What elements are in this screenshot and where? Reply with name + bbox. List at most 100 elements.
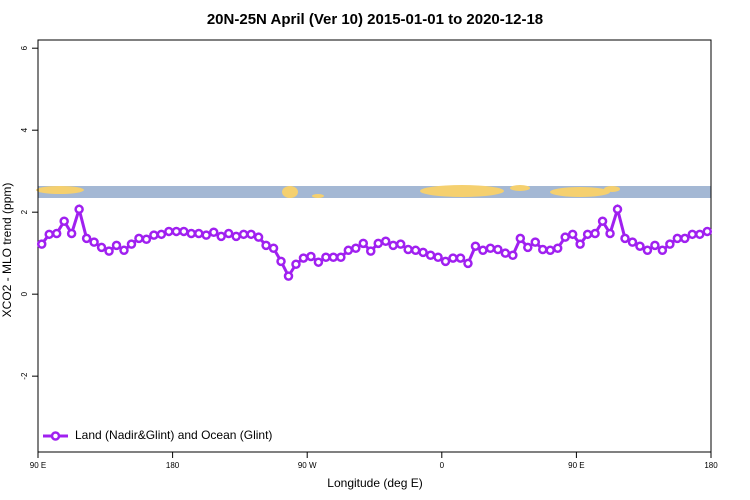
data-point <box>478 245 488 256</box>
data-point <box>156 229 167 240</box>
data-point <box>231 231 241 242</box>
data-point <box>253 232 264 242</box>
data-point <box>605 228 615 239</box>
data-point <box>597 216 608 226</box>
data-point <box>627 237 638 247</box>
legend-label: Land (Nadir&Glint) and Ocean (Glint) <box>75 428 272 442</box>
data-point <box>96 242 107 253</box>
data-point <box>687 229 698 240</box>
data-point <box>328 252 339 263</box>
data-point <box>418 247 428 258</box>
data-point <box>358 238 369 249</box>
data-point <box>448 253 458 263</box>
data-point <box>433 252 443 263</box>
data-point <box>283 271 294 281</box>
data-point <box>560 232 570 242</box>
data-point <box>313 257 324 267</box>
data-point <box>134 233 144 244</box>
data-point <box>208 227 219 238</box>
data-point <box>59 216 69 226</box>
x-tick-label: 180 <box>704 461 718 470</box>
data-point <box>51 228 62 239</box>
data-point <box>388 240 398 251</box>
data-point <box>366 246 376 256</box>
x-tick-label: 180 <box>166 461 180 470</box>
data-point <box>141 234 152 244</box>
data-point <box>485 243 496 254</box>
data-point <box>186 228 197 239</box>
data-point <box>403 244 413 255</box>
data-point <box>104 246 114 256</box>
data-point <box>650 240 660 251</box>
x-axis-label: Longitude (deg E) <box>327 476 422 490</box>
data-point <box>119 245 129 256</box>
data-point <box>81 233 92 244</box>
data-point <box>291 259 301 269</box>
data-point <box>149 230 159 240</box>
data-point <box>298 253 309 263</box>
data-point <box>89 237 99 247</box>
y-axis-label: XCO2 - MLO trend (ppm) <box>0 183 14 318</box>
data-point <box>343 245 354 256</box>
x-tick-label: 90 E <box>568 461 584 470</box>
y-tick-label: 6 <box>20 45 29 50</box>
data-point <box>216 231 226 242</box>
data-point <box>500 248 511 258</box>
data-point <box>530 237 541 247</box>
data-point <box>238 229 249 240</box>
data-point <box>582 229 593 240</box>
data-point <box>276 256 286 267</box>
y-tick-label: 2 <box>20 209 29 214</box>
data-point <box>642 245 653 256</box>
data-point <box>665 239 675 249</box>
y-tick-label: -2 <box>20 372 29 380</box>
data-point <box>695 229 705 240</box>
data-point <box>425 250 436 260</box>
data-point <box>545 245 555 256</box>
data-point <box>552 243 563 254</box>
data-point <box>171 226 182 237</box>
data-point <box>493 244 503 255</box>
data-point <box>261 240 271 251</box>
data-point <box>538 244 548 255</box>
x-tick-label: 90 E <box>30 461 46 470</box>
data-point <box>306 251 316 262</box>
data-point <box>268 243 279 254</box>
data-point <box>702 226 713 237</box>
data-point <box>336 252 346 263</box>
data-point <box>246 229 256 240</box>
data-point <box>657 245 668 256</box>
data-point <box>508 250 518 260</box>
chart-title: 20N-25N April (Ver 10) 2015-01-01 to 202… <box>207 11 543 28</box>
data-point <box>321 252 331 263</box>
data-point <box>179 226 189 237</box>
data-point <box>567 229 578 240</box>
data-point <box>523 242 533 253</box>
data-point <box>463 258 473 269</box>
data-point <box>111 240 122 251</box>
map-strip <box>36 185 711 198</box>
data-point <box>395 239 406 249</box>
y-tick-label: 4 <box>20 127 29 132</box>
data-point <box>620 233 630 244</box>
data-point <box>74 204 84 215</box>
data-point <box>680 233 690 244</box>
data-point <box>575 239 585 249</box>
data-point <box>36 239 47 249</box>
data-point <box>164 226 174 237</box>
data-point <box>380 236 391 247</box>
data-point <box>223 228 234 239</box>
x-tick-label: 90 W <box>298 461 317 470</box>
data-point <box>440 256 451 267</box>
legend-marker <box>50 431 61 441</box>
data-point <box>66 228 77 239</box>
data-point <box>635 241 645 251</box>
x-tick-label: 0 <box>440 461 445 470</box>
data-point <box>515 233 526 244</box>
data-point <box>373 238 383 249</box>
data-point <box>455 253 466 263</box>
data-point <box>590 228 600 239</box>
data-point <box>126 239 137 249</box>
data-point <box>672 233 683 244</box>
